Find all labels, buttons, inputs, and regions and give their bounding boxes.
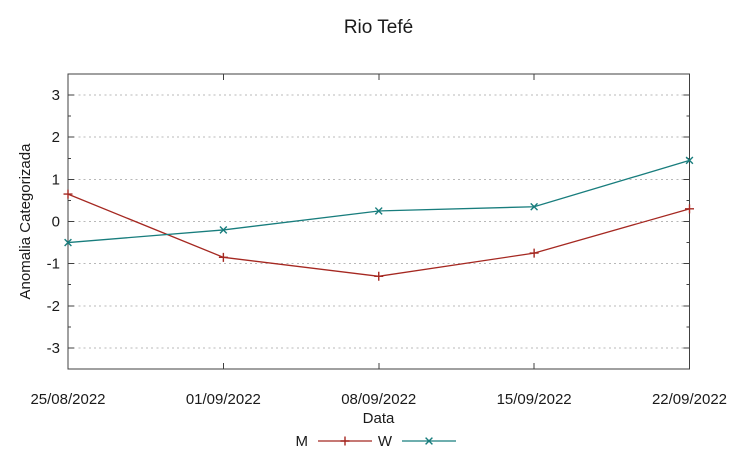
series-line-w [67,159,690,244]
legend-sample-marker [340,436,350,446]
data-point-m [218,252,228,262]
data-point-w [64,238,72,247]
x-axis-label: Data [363,410,395,427]
data-point-w [530,202,539,211]
data-point-w [374,207,383,215]
legend-sample-marker [425,437,433,445]
x-tick-label: 01/09/2022 [186,391,261,408]
data-point-m [63,189,73,199]
data-point-w [685,156,694,165]
y-tick-label: 3 [52,87,60,104]
x-tick-label: 08/09/2022 [341,391,416,408]
y-tick-label: -3 [47,340,60,357]
y-tick-label: 1 [52,171,60,188]
y-tick-label: -2 [47,298,60,315]
legend-label-w: W [378,433,393,450]
y-axis-label: Anomalia Categorizada [17,143,34,300]
data-point-m [529,248,539,258]
data-point-m [685,204,694,214]
x-tick-label: 15/09/2022 [497,391,572,408]
plot-border [67,73,690,370]
data-point-w [219,226,228,234]
plot-area: -3 -2 -1 0 1 2 3 25/08/2022 01/09/2022 08/09/2022… [30,73,727,408]
x-tick-label: 22/09/2022 [652,391,727,408]
y-tick-label: -1 [47,256,60,273]
y-tick-label: 2 [52,129,60,146]
y-tick-label: 0 [52,214,60,231]
x-tick-label: 25/08/2022 [30,391,105,408]
data-point-m [374,271,384,281]
chart-title: Rio Tefé [344,17,413,38]
legend-label-m: M [296,433,309,450]
